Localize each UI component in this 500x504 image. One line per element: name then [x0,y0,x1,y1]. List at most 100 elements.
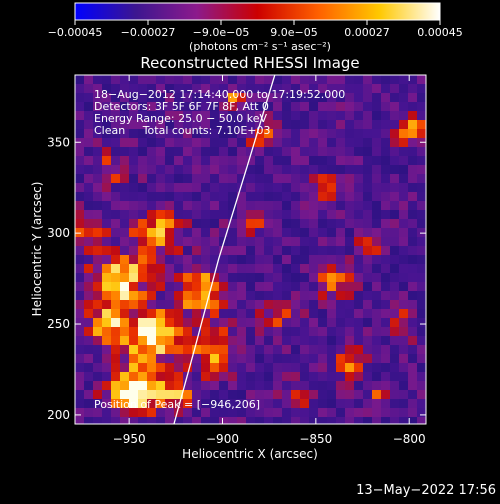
heatmap-cell [75,417,85,424]
heatmap-cell [282,219,292,229]
heatmap-cell [399,255,409,265]
heatmap-cell [282,246,292,256]
heatmap-cell [102,390,112,400]
heatmap-cell [345,192,355,202]
heatmap-cell [363,165,373,175]
heatmap-cell [147,282,157,292]
heatmap-cell [264,120,274,130]
heatmap-cell [354,84,364,94]
heatmap-cell [291,156,301,166]
heatmap-cell [291,183,301,193]
heatmap-cell [111,120,121,130]
heatmap-cell [183,363,193,373]
heatmap-cell [93,174,103,184]
heatmap-cell [75,282,85,292]
heatmap-cell [246,390,256,400]
heatmap-cell [147,399,157,409]
heatmap-cell [264,129,274,139]
heatmap-cell [138,255,148,265]
heatmap-cell [192,327,202,337]
heatmap-cell [210,381,220,391]
heatmap-cell [93,237,103,247]
heatmap-cell [210,75,220,85]
heatmap-cell [84,120,94,130]
colorbar-tick-label: −0.00027 [121,26,176,39]
heatmap-cell [228,138,238,148]
heatmap-cell [201,102,211,112]
heatmap-cell [75,390,85,400]
heatmap-cell [264,291,274,301]
heatmap-cell [336,228,346,238]
heatmap-cell [237,75,247,85]
heatmap-cell [417,192,426,202]
heatmap-cell [174,156,184,166]
heatmap-cell [147,273,157,283]
heatmap-cell [237,309,247,319]
heatmap-cell [138,399,148,409]
heatmap-cell [246,147,256,157]
heatmap-cell [120,363,130,373]
heatmap-cell [300,102,310,112]
heatmap-cell [93,192,103,202]
heatmap-cell [336,363,346,373]
heatmap-cell [408,336,418,346]
heatmap-cell [102,129,112,139]
heatmap-cell [372,408,382,418]
heatmap-cell [84,129,94,139]
heatmap-cell [273,84,283,94]
heatmap-cell [255,138,265,148]
heatmap-cell [210,210,220,220]
heatmap-cell [138,237,148,247]
heatmap-cell [120,318,130,328]
heatmap-cell [210,156,220,166]
heatmap-cell [210,291,220,301]
heatmap-cell [327,381,337,391]
heatmap-cell [174,309,184,319]
heatmap-cell [408,219,418,229]
heatmap-cell [210,192,220,202]
heatmap-cell [372,147,382,157]
heatmap-cell [147,165,157,175]
heatmap-cell [372,336,382,346]
heatmap-cell [390,183,400,193]
heatmap-cell [93,165,103,175]
heatmap-cell [255,156,265,166]
heatmap-cell [264,345,274,355]
heatmap-cell [246,75,256,85]
heatmap-cell [156,309,166,319]
heatmap-cell [327,165,337,175]
heatmap-cell [336,318,346,328]
heatmap-cell [363,183,373,193]
heatmap-cell [192,120,202,130]
heatmap-cell [219,309,229,319]
heatmap-cell [354,273,364,283]
heatmap-cell [372,390,382,400]
heatmap-cell [84,372,94,382]
heatmap-cell [399,336,409,346]
heatmap-cell [129,120,139,130]
heatmap-cell [363,318,373,328]
heatmap-cell [264,372,274,382]
heatmap-cell [309,390,319,400]
heatmap-cell [273,147,283,157]
heatmap-cell [84,300,94,310]
heatmap-cell [300,345,310,355]
heatmap-cell [408,381,418,391]
heatmap-cell [345,309,355,319]
heatmap-cell [192,273,202,283]
heatmap-cell [147,381,157,391]
heatmap-cell [372,309,382,319]
heatmap-cell [93,84,103,94]
heatmap-cell [75,372,85,382]
heatmap-cell [309,183,319,193]
heatmap-cell [372,219,382,229]
heatmap-cell [390,345,400,355]
heatmap-cell [210,201,220,211]
heatmap-cell [156,192,166,202]
heatmap-cell [336,111,346,121]
heatmap-cell [390,174,400,184]
heatmap-cell [210,300,220,310]
heatmap-cell [138,111,148,121]
heatmap-cell [201,210,211,220]
heatmap-cell [201,318,211,328]
